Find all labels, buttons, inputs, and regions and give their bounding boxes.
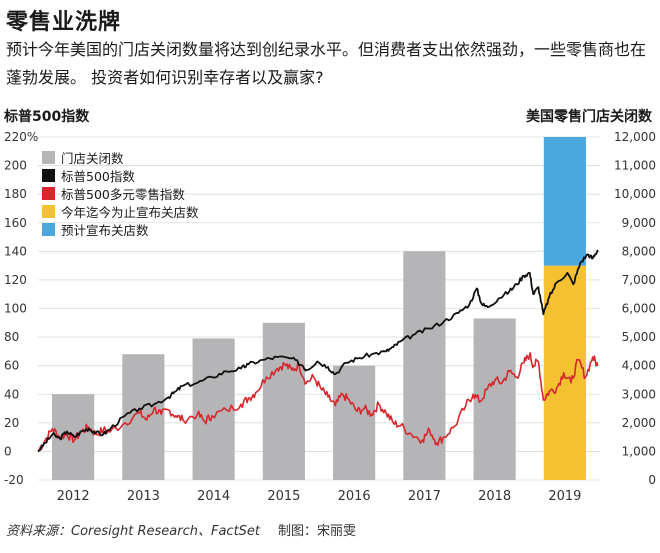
store-closure-bar <box>262 322 305 480</box>
right-tick-label: 7,000 <box>622 273 656 287</box>
left-tick-label: 0 <box>4 444 12 458</box>
chart-subtitle: 预计今年美国的门店关闭数量将达到创纪录水平。但消费者支出依然强劲，一些零售商也在… <box>6 40 647 87</box>
store-closure-bar <box>473 318 516 480</box>
x-tick-label: 2017 <box>408 489 441 504</box>
right-tick-label: 4,000 <box>622 359 656 373</box>
legend-swatch-sp500 <box>42 168 55 182</box>
right-tick-label: 12,000 <box>614 130 656 144</box>
legend-label-announced-ytd: 今年迄今为止宣布关店数 <box>61 204 199 220</box>
right-tick-label: 5,000 <box>622 330 656 344</box>
x-tick-label: 2018 <box>478 489 511 504</box>
legend-label-projected: 预计宣布关店数 <box>61 222 149 238</box>
right-tick-label: 8,000 <box>622 244 656 258</box>
store-closure-bar <box>192 338 235 480</box>
x-tick-label: 2012 <box>57 489 90 504</box>
store-closure-bar <box>403 251 446 480</box>
legend-label-sp500: 标普500指数 <box>61 168 135 184</box>
x-tick-label: 2015 <box>267 489 300 504</box>
right-tick-label: 2,000 <box>622 416 656 430</box>
left-tick-label: 40 <box>4 387 19 401</box>
x-tick-label: 2019 <box>548 489 581 504</box>
store-closure-bar <box>333 365 376 480</box>
left-axis-title: 标普500指数 <box>4 109 90 125</box>
legend-item-store-closures: 门店关闭数 <box>42 148 199 166</box>
right-tick-label: 3,000 <box>622 387 656 401</box>
left-tick-label: 220% <box>4 130 38 144</box>
footer-author: 制图：宋丽雯 <box>278 524 357 539</box>
retail-index-line <box>37 352 599 452</box>
left-tick-label: 100 <box>4 302 27 316</box>
right-axis-title: 美国零售门店关闭数 <box>526 109 652 125</box>
legend-swatch-store-closures <box>42 150 55 164</box>
right-tick-label: 11,000 <box>614 159 656 173</box>
announced-closures-bar <box>543 265 586 480</box>
right-tick-label: 0 <box>648 473 656 487</box>
left-tick-label: 60 <box>4 359 19 373</box>
footer-source: 资料来源：Coresight Research、FactSet <box>6 524 261 539</box>
projected-closures-bar <box>543 137 586 266</box>
left-tick-label: 20 <box>4 416 19 430</box>
legend-item-projected: 预计宣布关店数 <box>42 220 199 238</box>
legend-label-retail-index: 标普500多元零售指数 <box>61 186 185 202</box>
left-tick-label: -20 <box>4 473 24 487</box>
left-tick-label: 160 <box>4 216 27 230</box>
right-tick-label: 9,000 <box>622 216 656 230</box>
legend-item-retail-index: 标普500多元零售指数 <box>42 184 199 202</box>
legend-swatch-projected <box>42 222 55 236</box>
x-tick-label: 2014 <box>197 489 230 504</box>
left-tick-label: 80 <box>4 330 19 344</box>
legend-label-store-closures: 门店关闭数 <box>61 150 124 166</box>
left-tick-label: 180 <box>4 187 27 201</box>
footer: 资料来源：Coresight Research、FactSet 制图：宋丽雯 <box>6 520 356 539</box>
x-tick-label: 2016 <box>338 489 371 504</box>
left-tick-label: 120 <box>4 273 27 287</box>
right-tick-label: 1,000 <box>622 444 656 458</box>
chart-title: 零售业洗牌 <box>6 10 122 35</box>
x-axis-ticks: 2012 2013 2014 2015 2016 2017 2018 2019 <box>57 489 582 504</box>
sp500-line <box>37 249 599 453</box>
x-tick-label: 2013 <box>127 489 160 504</box>
index-lines <box>37 249 599 453</box>
left-tick-label: 140 <box>4 244 27 258</box>
right-axis-ticks: 12,000 11,000 10,000 9,000 8,000 7,000 6,000 5,… <box>614 130 656 487</box>
left-tick-label: 200 <box>4 159 27 173</box>
legend-swatch-announced-ytd <box>42 204 55 218</box>
chart-legend: 门店关闭数 标普500指数 标普500多元零售指数 今年迄今为止宣布关店数 预计… <box>42 148 199 238</box>
legend-item-sp500: 标普500指数 <box>42 166 199 184</box>
right-tick-label: 6,000 <box>622 302 656 316</box>
legend-swatch-retail-index <box>42 186 55 200</box>
legend-item-announced-ytd: 今年迄今为止宣布关店数 <box>42 202 199 220</box>
right-tick-label: 10,000 <box>614 187 656 201</box>
